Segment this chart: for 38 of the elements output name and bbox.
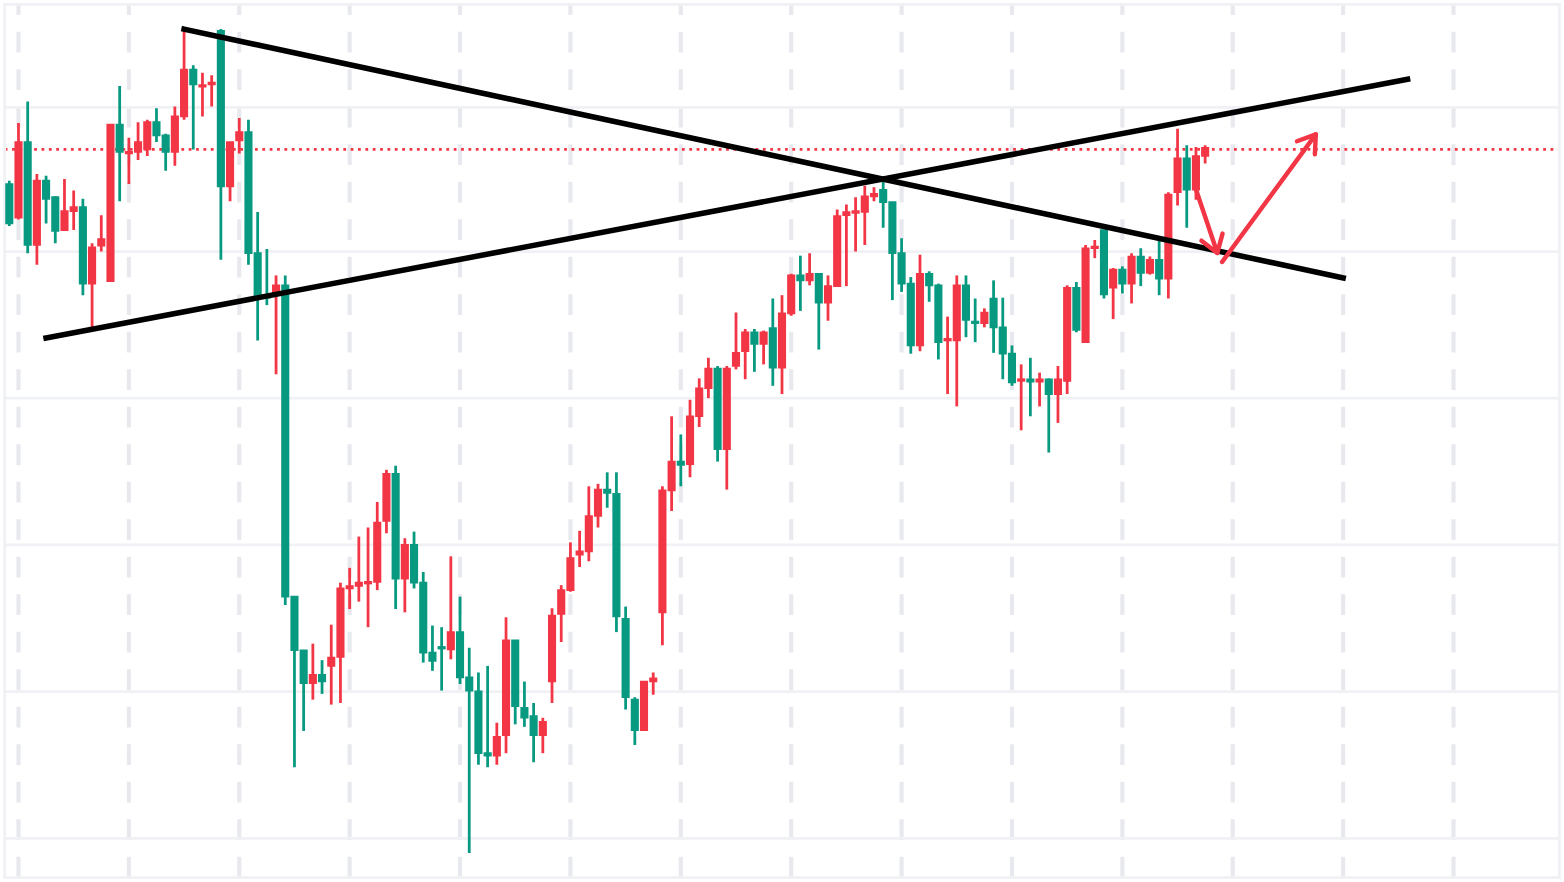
candlestick	[796, 254, 805, 313]
candlestick	[1155, 236, 1164, 297]
candlestick	[538, 716, 547, 755]
candlestick	[805, 251, 814, 287]
candlestick	[750, 327, 759, 374]
candlestick	[88, 241, 97, 331]
candlestick	[768, 297, 777, 388]
candlestick	[1026, 356, 1035, 418]
candlestick	[741, 327, 750, 381]
candlestick	[1072, 280, 1081, 334]
candlestick	[731, 311, 741, 371]
candlestick	[5, 179, 14, 228]
candlestick	[1127, 251, 1136, 305]
candlestick	[1136, 246, 1145, 288]
candlestick	[971, 297, 980, 344]
candlestick	[308, 642, 317, 702]
candlestick	[1118, 264, 1127, 295]
candlestick	[961, 274, 971, 339]
candlestick	[1044, 377, 1053, 454]
candlestick	[1182, 143, 1191, 230]
candlestick	[492, 721, 501, 767]
candlestick	[42, 174, 51, 225]
candlestick	[980, 306, 989, 329]
candlestick	[759, 329, 768, 366]
candlestick	[1109, 266, 1118, 321]
candlestick	[1145, 255, 1155, 276]
candlestick	[437, 625, 446, 692]
candlestick	[455, 595, 465, 686]
candlestick	[814, 272, 823, 351]
candlestick	[363, 526, 373, 629]
candlestick	[115, 84, 124, 203]
candlestick	[1035, 371, 1044, 408]
candlestick	[400, 536, 409, 614]
candlestick	[317, 658, 327, 696]
candlestick	[446, 554, 455, 661]
candlestick	[1017, 363, 1026, 432]
candlestick	[676, 433, 685, 488]
candlestick	[189, 63, 198, 151]
